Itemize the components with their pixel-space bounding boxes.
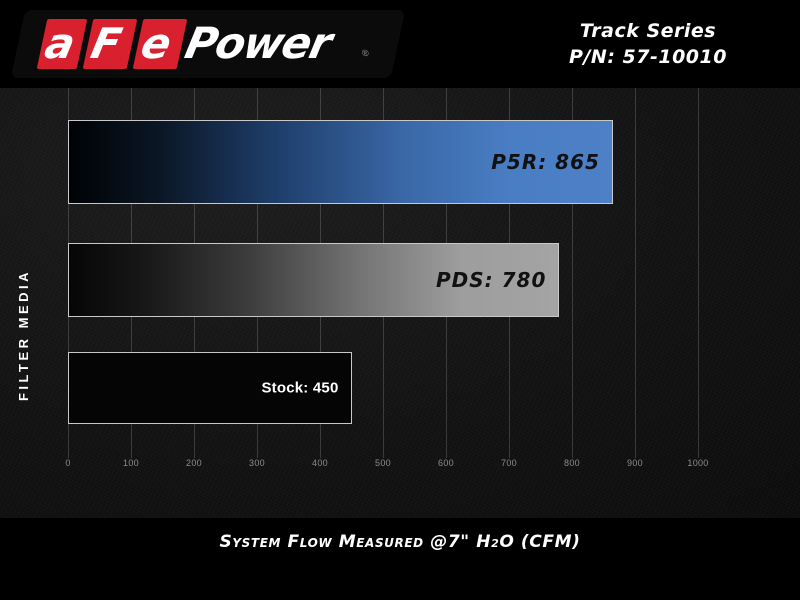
afe-power-logo: a F e Power bbox=[10, 10, 406, 78]
x-tick-label-700: 700 bbox=[501, 458, 517, 468]
x-tick-label-1000: 1000 bbox=[687, 458, 709, 468]
caption-pre: System Flow Measured @7" H bbox=[219, 532, 492, 552]
x-tick-label-500: 500 bbox=[375, 458, 391, 468]
x-tick-label-400: 400 bbox=[312, 458, 328, 468]
gridline-800 bbox=[572, 88, 573, 458]
bar-stock: Stock: 450 bbox=[68, 352, 352, 424]
bar-label-stock: Stock: 450 bbox=[261, 379, 339, 397]
bar-label-p5r: P5R: 865 bbox=[491, 150, 600, 174]
x-axis-ticks: 0 100 200 300 400 500 600 700 800 900 1000 bbox=[0, 458, 800, 486]
x-tick-label-900: 900 bbox=[627, 458, 643, 468]
bar-pds: PDS: 780 bbox=[68, 243, 560, 317]
x-tick-label-200: 200 bbox=[186, 458, 202, 468]
x-tick-label-300: 300 bbox=[249, 458, 265, 468]
x-tick-label-0: 0 bbox=[65, 458, 71, 468]
bar-p5r: P5R: 865 bbox=[68, 120, 613, 204]
caption-post: O (CFM) bbox=[499, 532, 581, 552]
x-tick-label-100: 100 bbox=[123, 458, 139, 468]
bar-label-pds: PDS: 780 bbox=[436, 268, 547, 292]
chart-plot-area: FILTER MEDIA P5R: 865 PDS: 780 Stock: 45… bbox=[0, 88, 800, 518]
caption-subscript: 2 bbox=[491, 537, 500, 550]
y-axis-title: FILTER MEDIA bbox=[16, 268, 31, 402]
part-number: P/N: 57-10010 bbox=[569, 46, 727, 68]
header-band: a F e Power ® Track Series P/N: 57-10010 bbox=[0, 0, 800, 88]
logo-inner: a F e Power bbox=[11, 10, 405, 78]
series-info-block: Track Series P/N: 57-10010 bbox=[518, 18, 778, 70]
logo-word-power: Power bbox=[180, 19, 335, 69]
footer-band: System Flow Measured @7" H2O (CFM) bbox=[0, 518, 800, 600]
x-tick-label-600: 600 bbox=[438, 458, 454, 468]
series-name: Track Series bbox=[579, 20, 717, 42]
gridline-1000 bbox=[698, 88, 699, 458]
registered-trademark-icon: ® bbox=[360, 48, 370, 58]
x-tick-label-800: 800 bbox=[564, 458, 580, 468]
chart-caption: System Flow Measured @7" H2O (CFM) bbox=[0, 532, 800, 552]
gridline-900 bbox=[635, 88, 636, 458]
